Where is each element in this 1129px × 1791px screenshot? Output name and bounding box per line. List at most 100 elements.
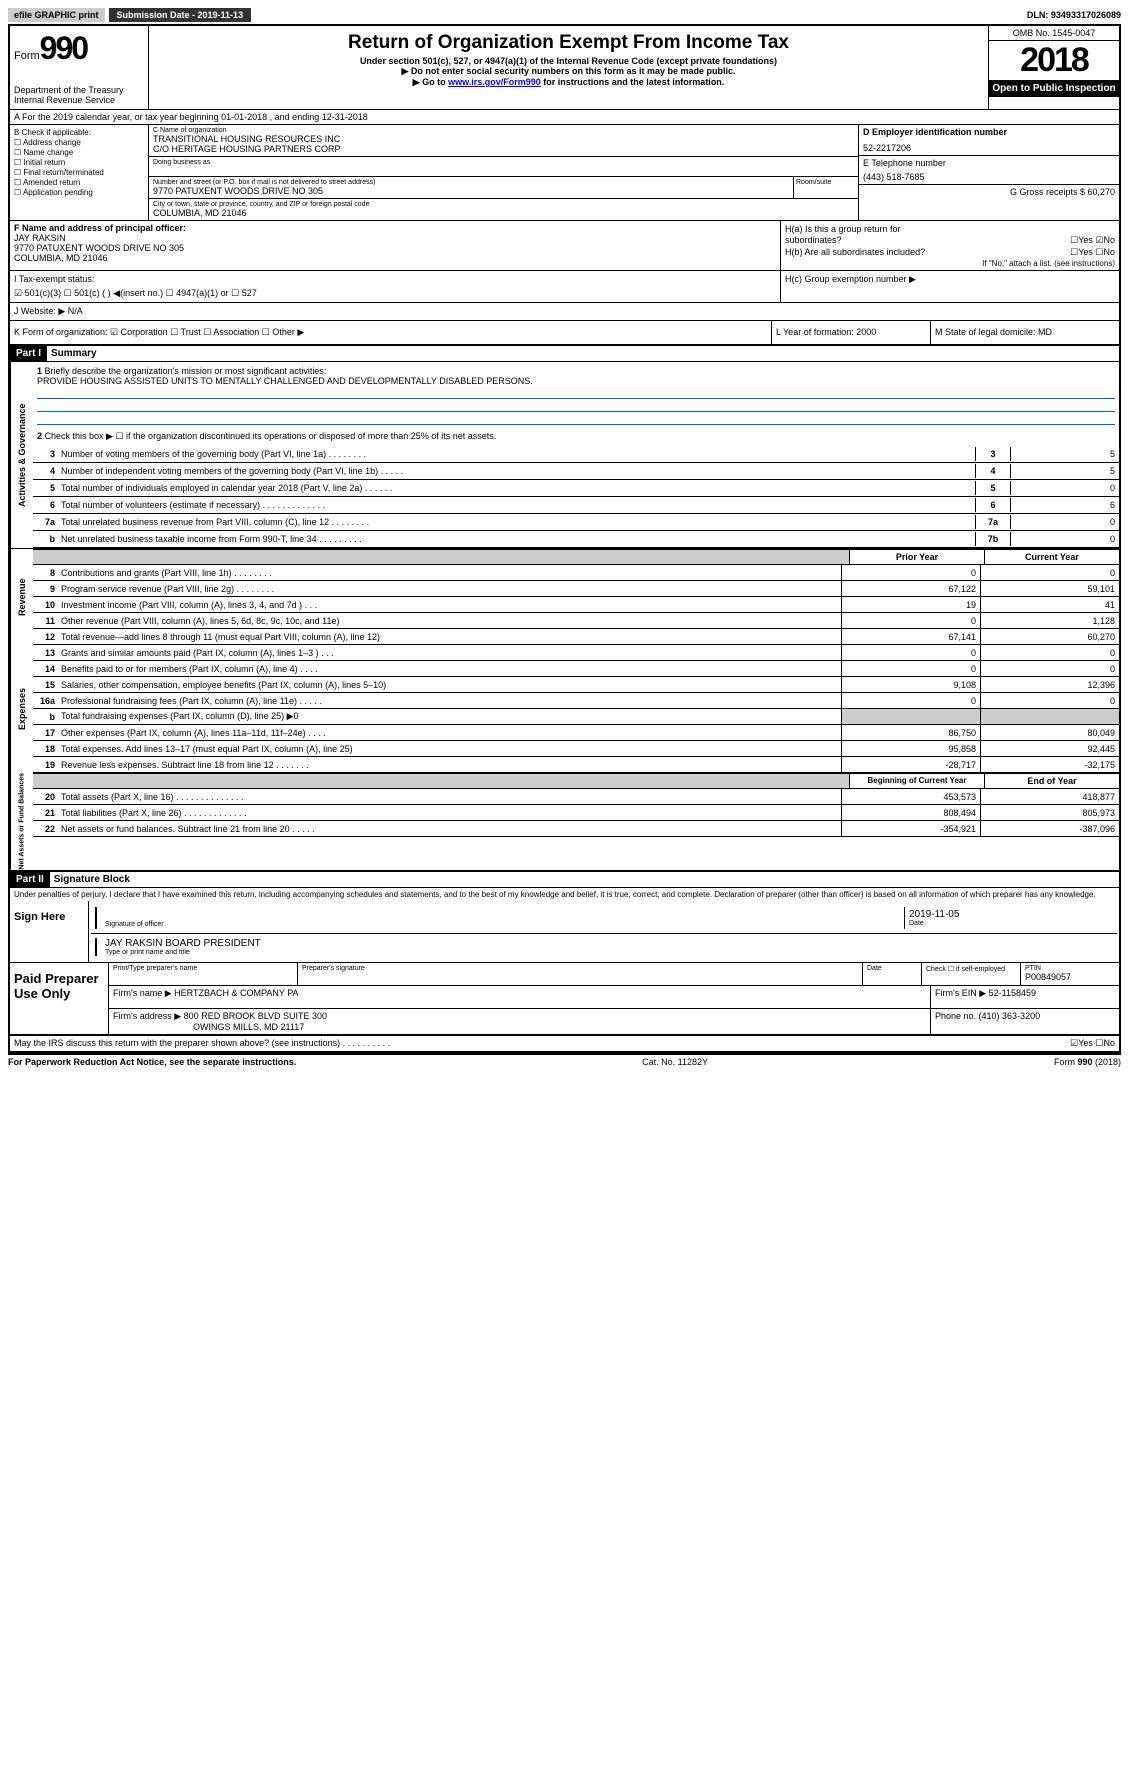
name-title-label: Type or print name and title <box>105 949 1113 956</box>
paid-preparer-label: Paid Preparer Use Only <box>10 963 109 1034</box>
officer-name: JAY RAKSIN <box>14 233 776 243</box>
net-line: 22Net assets or fund balances. Subtract … <box>33 821 1119 837</box>
exp-line: 13Grants and similar amounts paid (Part … <box>33 645 1119 661</box>
firm-ein: Firm's EIN ▶ 52-1158459 <box>931 986 1119 1008</box>
net-line: 20Total assets (Part X, line 16) . . . .… <box>33 789 1119 805</box>
vert-governance: Activities & Governance <box>10 362 33 548</box>
ha-label: H(a) Is this a group return for <box>785 224 901 234</box>
discuss-question: May the IRS discuss this return with the… <box>14 1038 1070 1049</box>
tax-year: 2018 <box>989 41 1119 80</box>
org-co: C/O HERITAGE HOUSING PARTNERS CORP <box>153 144 854 154</box>
part2-title: Signature Block <box>50 872 134 887</box>
col-d: D Employer identification number 52-2217… <box>858 125 1119 220</box>
tax-opts[interactable]: ☑ 501(c)(3) ☐ 501(c) ( ) ◀(insert no.) ☐… <box>14 288 776 299</box>
phone: (443) 518-7685 <box>863 172 1115 182</box>
gov-line: 6Total number of volunteers (estimate if… <box>33 497 1119 514</box>
exp-line: 18Total expenses. Add lines 13–17 (must … <box>33 741 1119 757</box>
dln: DLN: 93493317026089 <box>1027 10 1121 20</box>
check-initial[interactable]: ☐ Initial return <box>14 158 144 167</box>
ha-answer[interactable]: ☐Yes ☑No <box>1070 235 1115 246</box>
penalties-text: Under penalties of perjury, I declare th… <box>10 888 1119 901</box>
gov-line: bNet unrelated business taxable income f… <box>33 531 1119 548</box>
irs-link[interactable]: www.irs.gov/Form990 <box>448 77 541 87</box>
exp-line: 17Other expenses (Part IX, column (A), l… <box>33 725 1119 741</box>
top-bar: efile GRAPHIC print Submission Date - 20… <box>8 8 1121 22</box>
sig-date-label: Date <box>909 920 1109 927</box>
org-name: TRANSITIONAL HOUSING RESOURCES INC <box>153 134 854 144</box>
vert-expenses: Expenses <box>10 645 33 773</box>
officer-label: F Name and address of principal officer: <box>14 223 776 233</box>
form-org[interactable]: K Form of organization: ☑ Corporation ☐ … <box>10 321 772 344</box>
check-amended[interactable]: ☐ Amended return <box>14 178 144 187</box>
sig-officer-label: Signature of officer <box>105 921 904 928</box>
cat-no: Cat. No. 11282Y <box>642 1057 708 1067</box>
city: COLUMBIA, MD 21046 <box>153 208 854 218</box>
officer-addr: 9770 PATUXENT WOODS DRIVE NO 305 <box>14 243 776 253</box>
firm-city: OWINGS MILLS, MD 21117 <box>113 1022 926 1032</box>
part1-title: Summary <box>47 346 101 361</box>
ha-sub: subordinates? <box>785 235 842 246</box>
firm-addr-label: Firm's address ▶ <box>113 1011 181 1021</box>
line2-text[interactable]: Check this box ▶ ☐ if the organization d… <box>45 431 497 441</box>
check-pending[interactable]: ☐ Application pending <box>14 188 144 197</box>
dept-label: Department of the Treasury Internal Reve… <box>14 85 144 105</box>
exp-line: 19Revenue less expenses. Subtract line 1… <box>33 757 1119 773</box>
row-a: A For the 2019 calendar year, or tax yea… <box>10 110 1119 125</box>
title-cell: Return of Organization Exempt From Incom… <box>149 26 988 109</box>
instruction-2: ▶ Go to www.irs.gov/Form990 for instruct… <box>157 77 980 88</box>
city-label: City or town, state or province, country… <box>153 201 854 208</box>
gov-line: 5Total number of individuals employed in… <box>33 480 1119 497</box>
firm-addr: 800 RED BROOK BLVD SUITE 300 <box>184 1011 327 1021</box>
exp-line: 16aProfessional fundraising fees (Part I… <box>33 693 1119 709</box>
prep-name-label: Print/Type preparer's name <box>109 963 298 985</box>
gov-line: 7aTotal unrelated business revenue from … <box>33 514 1119 531</box>
rev-line: 11Other revenue (Part VIII, column (A), … <box>33 613 1119 629</box>
form-title: Return of Organization Exempt From Incom… <box>157 32 980 54</box>
firm-label: Firm's name ▶ <box>113 988 172 998</box>
ein: 52-2217206 <box>863 143 1115 153</box>
hb-answer[interactable]: ☐Yes ☐No <box>1070 247 1115 258</box>
check-name[interactable]: ☐ Name change <box>14 148 144 157</box>
state-domicile: M State of legal domicile: MD <box>931 321 1119 344</box>
efile-label[interactable]: efile GRAPHIC print <box>8 8 105 22</box>
rev-line: 8Contributions and grants (Part VIII, li… <box>33 565 1119 581</box>
firm-name: HERTZBACH & COMPANY PA <box>174 988 298 998</box>
self-employed[interactable]: Check ☐ if self-employed <box>922 963 1021 985</box>
year-cell: OMB No. 1545-0047 2018 Open to Public In… <box>988 26 1119 109</box>
form-990-num: 990 <box>40 30 87 66</box>
net-header1: Beginning of Current Year <box>849 774 984 788</box>
form-prefix: Form <box>14 50 40 62</box>
prep-date-label: Date <box>863 963 922 985</box>
open-public: Open to Public Inspection <box>989 80 1119 97</box>
vert-net: Net Assets or Fund Balances <box>10 773 33 870</box>
line1-label: Briefly describe the organization's miss… <box>45 366 327 376</box>
name-label: C Name of organization <box>153 127 854 134</box>
check-address[interactable]: ☐ Address change <box>14 138 144 147</box>
phone-label: E Telephone number <box>863 158 1115 168</box>
sign-here: Sign Here <box>10 901 89 962</box>
rev-line: 10Investment income (Part VIII, column (… <box>33 597 1119 613</box>
street-addr: 9770 PATUXENT WOODS DRIVE NO 305 <box>153 186 789 196</box>
form-footer: Form 990 (2018) <box>1054 1057 1121 1067</box>
form-number-cell: Form990 Department of the Treasury Inter… <box>10 26 149 109</box>
col-c: C Name of organization TRANSITIONAL HOUS… <box>149 125 858 220</box>
ptin: P00849057 <box>1025 972 1115 982</box>
part2-header: Part II <box>10 872 50 887</box>
year-formation: L Year of formation: 2000 <box>772 321 931 344</box>
website: J Website: ▶ N/A <box>14 306 1115 317</box>
hb-label: H(b) Are all subordinates included? <box>785 247 925 258</box>
gov-line: 3Number of voting members of the governi… <box>33 446 1119 463</box>
paperwork-notice: For Paperwork Reduction Act Notice, see … <box>8 1057 296 1067</box>
col-f: F Name and address of principal officer:… <box>10 221 781 270</box>
dba-label: Doing business as <box>153 159 854 166</box>
officer-city: COLUMBIA, MD 21046 <box>14 253 776 263</box>
gov-line: 4Number of independent voting members of… <box>33 463 1119 480</box>
discuss-answer[interactable]: ☑Yes ☐No <box>1070 1038 1115 1049</box>
net-header2: End of Year <box>984 774 1119 788</box>
prep-sig-label: Preparer's signature <box>298 963 863 985</box>
omb-number: OMB No. 1545-0047 <box>989 26 1119 41</box>
form-subtitle: Under section 501(c), 527, or 4947(a)(1)… <box>157 56 980 66</box>
check-final[interactable]: ☐ Final return/terminated <box>14 168 144 177</box>
firm-phone: Phone no. (410) 363-3200 <box>931 1009 1119 1034</box>
part1-header: Part I <box>10 346 47 361</box>
